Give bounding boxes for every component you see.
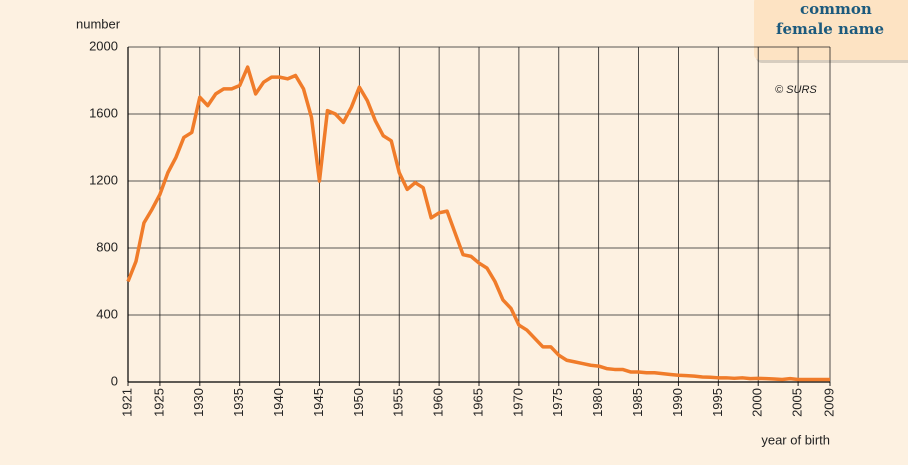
x-tick-label: 1965 xyxy=(470,388,485,417)
x-tick-label: 1970 xyxy=(510,388,525,417)
x-tick-label: 1945 xyxy=(311,388,326,417)
x-tick-label: 1950 xyxy=(351,388,366,417)
x-tick-label: 1955 xyxy=(391,388,406,417)
y-tick-label: 800 xyxy=(96,239,118,254)
y-tick-label: 1600 xyxy=(89,105,118,120)
x-tick-label: 1975 xyxy=(550,388,565,417)
y-tick-label: 1200 xyxy=(89,172,118,187)
annotation: © SURS xyxy=(775,84,817,96)
x-tick-label: 1990 xyxy=(670,388,685,417)
chart-title: female name xyxy=(776,20,884,38)
title-box xyxy=(754,0,908,60)
y-tick-label: 400 xyxy=(96,306,118,321)
x-tick-label: 2000 xyxy=(750,388,765,417)
chart-title: common xyxy=(800,0,872,18)
x-tick-label: 1960 xyxy=(431,388,446,417)
x-tick-label: 1925 xyxy=(151,388,166,417)
x-tick-label: 2009 xyxy=(821,388,836,417)
x-tick-label: 2005 xyxy=(790,388,805,417)
x-tick-label: 1930 xyxy=(191,388,206,417)
x-tick-label: 1935 xyxy=(231,388,246,417)
y-tick-label: 0 xyxy=(111,373,118,388)
x-axis-label: year of birth xyxy=(761,432,830,447)
y-tick-label: 2000 xyxy=(89,38,118,53)
x-tick-label: 1921 xyxy=(119,388,134,417)
x-tick-label: 1985 xyxy=(630,388,645,417)
data-line xyxy=(126,65,830,382)
y-axis-label: number xyxy=(76,16,121,31)
x-tick-label: 1995 xyxy=(710,388,725,417)
x-tick-label: 1980 xyxy=(590,388,605,417)
x-tick-label: 1940 xyxy=(271,388,286,417)
